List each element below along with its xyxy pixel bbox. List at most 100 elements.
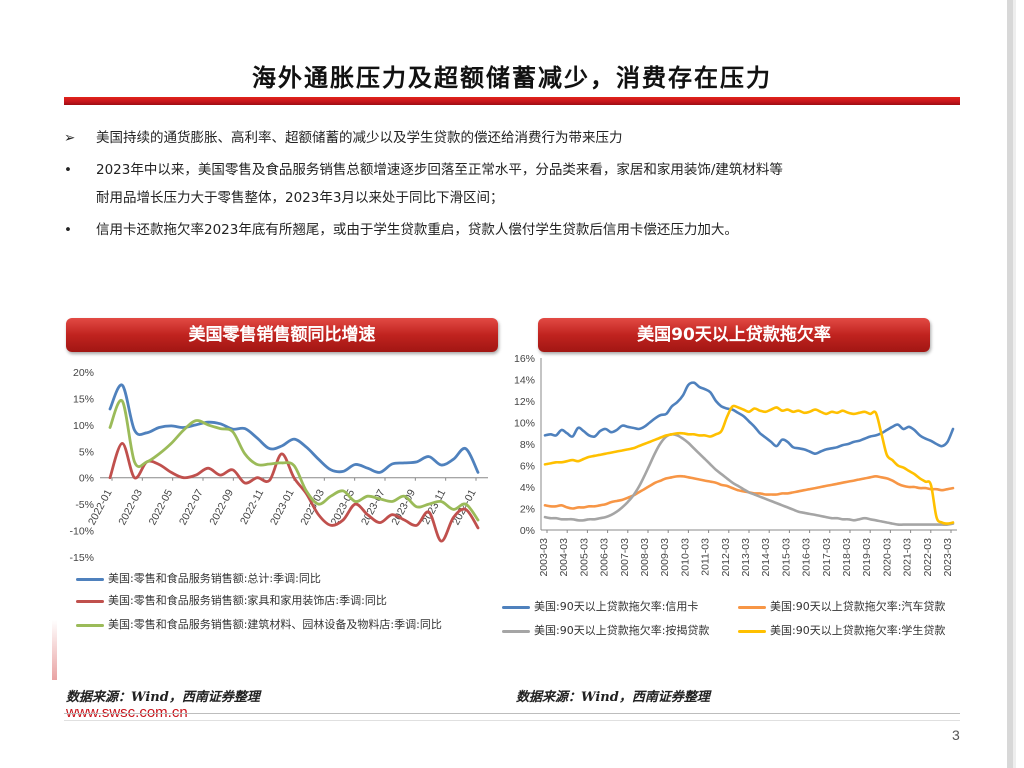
legend-swatch-green [76,623,104,627]
source-note-left: 数据来源：Wind，西南证券整理 [66,690,260,705]
bullet-list: ➢ 美国持续的通货膨胀、高利率、超额储蓄的减少以及学生贷款的偿还给消费行为带来压力… [64,124,964,244]
y-tick-label: 16% [514,353,535,365]
legend-item: 美国:90天以上贷款拖欠率:汽车贷款 [738,598,945,614]
x-tick-label: 2013-03 [740,538,752,577]
y-tick-label: -10% [69,526,94,538]
page-title: 海外通胀压力及超额储蓄减少，消费存在压力 [252,63,772,92]
legend-swatch-orange [738,605,766,609]
y-tick-label: 8% [520,439,535,451]
bullet-text: 美国持续的通货膨胀、高利率、超额储蓄的减少以及学生贷款的偿还给消费行为带来压力 [96,130,623,146]
x-tick-label: 2023-01 [268,487,297,527]
y-tick-label: 2% [520,504,535,516]
x-tick-label: 2009-03 [659,538,671,577]
y-tick-label: 14% [514,375,535,387]
footer-divider [64,713,960,714]
x-tick-label: 2022-11 [238,487,266,526]
x-tick-label: 2016-03 [801,538,813,577]
legend-label: 美国:零售和食品服务销售额:建筑材料、园林设备及物料店:季调:同比 [108,618,442,631]
legend-swatch-yellow [738,629,766,633]
series-line-1 [108,383,480,474]
dot-bullet-icon: • [64,162,72,178]
legend-label: 美国:90天以上贷款拖欠率:按揭贷款 [534,624,710,637]
legend-label: 美国:90天以上贷款拖欠率:汽车贷款 [770,600,946,613]
series-line-3 [543,432,955,526]
legend-item: 美国:90天以上贷款拖欠率:按揭贷款 [502,622,709,638]
y-tick-label: 0% [520,525,535,537]
x-tick-label: 2006-03 [599,538,611,577]
x-tick-label: 2004-03 [558,538,570,577]
chart-right-loan-delinquency: 16% 14% 12% 10% 8% 6% 4% 2% 0%2003-03 2004-03 2005… [514,353,957,577]
y-tick-label: 12% [514,396,535,408]
footer-divider-light [64,720,960,721]
decorative-right-stripe-light [1013,0,1016,768]
arrow-bullet-icon: ➢ [64,130,76,146]
bullet-text: 2023年中以来，美国零售及食品服务销售总额增速逐步回落至正常水平，分品类来看，… [96,162,783,178]
source-note-right: 数据来源：Wind，西南证券整理 [516,690,710,705]
legend-item: 美国:90天以上贷款拖欠率:信用卡 [502,598,698,614]
bullet-item: ➢ 美国持续的通货膨胀、高利率、超额储蓄的减少以及学生贷款的偿还给消费行为带来压力 [64,124,964,152]
x-tick-label: 2019-03 [861,538,873,577]
x-tick-label: 2005-03 [578,538,590,577]
chart-right-legend: 美国:90天以上贷款拖欠率:信用卡 美国:90天以上贷款拖欠率:汽车贷款 美国:… [502,598,1002,642]
x-tick-label: 2010-03 [679,538,691,577]
chart-left-legend: 美国:零售和食品服务销售额:总计:季调:同比 美国:零售和食品服务销售额:家具和… [76,566,516,636]
x-tick-label: 2022-05 [147,487,176,527]
x-tick-label: 2022-09 [207,487,236,527]
bullet-text: 耐用品增长压力大于零售整体，2023年3月以来处于同比下滑区间； [96,190,504,206]
x-tick-label: 2011-03 [700,538,712,576]
y-tick-label: 20% [73,367,94,379]
bullet-item: 耐用品增长压力大于零售整体，2023年3月以来处于同比下滑区间； [64,184,964,212]
y-tick-label: 10% [73,420,94,432]
x-tick-label: 2003-03 [538,538,550,577]
legend-swatch-blue [502,605,530,609]
legend-item: 美国:零售和食品服务销售额:建筑材料、园林设备及物料店:季调:同比 [76,616,442,632]
x-tick-label: 2021-03 [902,538,914,577]
series-line-2 [108,442,480,543]
bullet-item: • 2023年中以来，美国零售及食品服务销售总额增速逐步回落至正常水平，分品类来看… [64,156,964,184]
chart-left-retail-sales: 20%15%10%5%0%-5%-10%-15%2022-01 2022-03 20… [69,367,488,564]
website-link[interactable]: www.swsc.com.cn [66,704,188,721]
x-tick-label: 2023-03 [942,538,954,577]
chart-left-title: 美国零售销售额同比增速 [66,318,498,352]
y-tick-label: 15% [73,393,94,405]
legend-label: 美国:90天以上贷款拖欠率:信用卡 [534,600,699,613]
title-underline-bar [64,97,960,105]
legend-item: 美国:零售和食品服务销售额:家具和家用装饰店:季调:同比 [76,592,387,608]
y-tick-label: 4% [520,482,535,494]
x-tick-label: 2022-03 [922,538,934,577]
legend-label: 美国:90天以上贷款拖欠率:学生贷款 [770,624,946,637]
y-tick-label: 0% [79,473,94,485]
legend-swatch-blue [76,577,104,581]
decorative-right-stripe [1007,0,1013,768]
legend-label: 美国:零售和食品服务销售额:总计:季调:同比 [108,572,321,585]
legend-swatch-gray [502,629,530,633]
x-tick-label: 2022-03 [116,487,145,527]
x-tick-label: 2007-03 [619,538,631,577]
decorative-left-stripe [52,620,57,680]
series-line-4 [543,404,955,525]
x-tick-label: 2018-03 [841,538,853,577]
y-tick-label: 10% [514,418,535,430]
x-tick-label: 2012-03 [720,538,732,577]
y-tick-label: -5% [75,499,94,511]
y-tick-label: 5% [79,446,94,458]
x-tick-label: 2022-07 [177,487,206,527]
x-tick-label: 2020-03 [881,538,893,577]
legend-item: 美国:零售和食品服务销售额:总计:季调:同比 [76,570,321,586]
series-line-1 [543,381,955,455]
legend-item: 美国:90天以上贷款拖欠率:学生贷款 [738,622,945,638]
series-line-3 [108,398,480,522]
chart-right-title: 美国90天以上贷款拖欠率 [538,318,930,352]
x-tick-label: 2015-03 [780,538,792,577]
page-number: 3 [952,727,960,743]
y-tick-label: 6% [520,461,535,473]
bullet-item: • 信用卡还款拖欠率2023年底有所翘尾，或由于学生贷款重启，贷款人偿付学生贷款后… [64,216,964,244]
x-tick-label: 2014-03 [760,538,772,577]
dot-bullet-icon: • [64,222,72,238]
x-tick-label: 2017-03 [821,538,833,577]
x-tick-label: 2008-03 [639,538,651,577]
y-tick-label: -15% [69,552,94,564]
legend-swatch-red [76,599,104,603]
bullet-text: 信用卡还款拖欠率2023年底有所翘尾，或由于学生贷款重启，贷款人偿付学生贷款后信… [96,222,738,238]
legend-label: 美国:零售和食品服务销售额:家具和家用装饰店:季调:同比 [108,594,387,607]
